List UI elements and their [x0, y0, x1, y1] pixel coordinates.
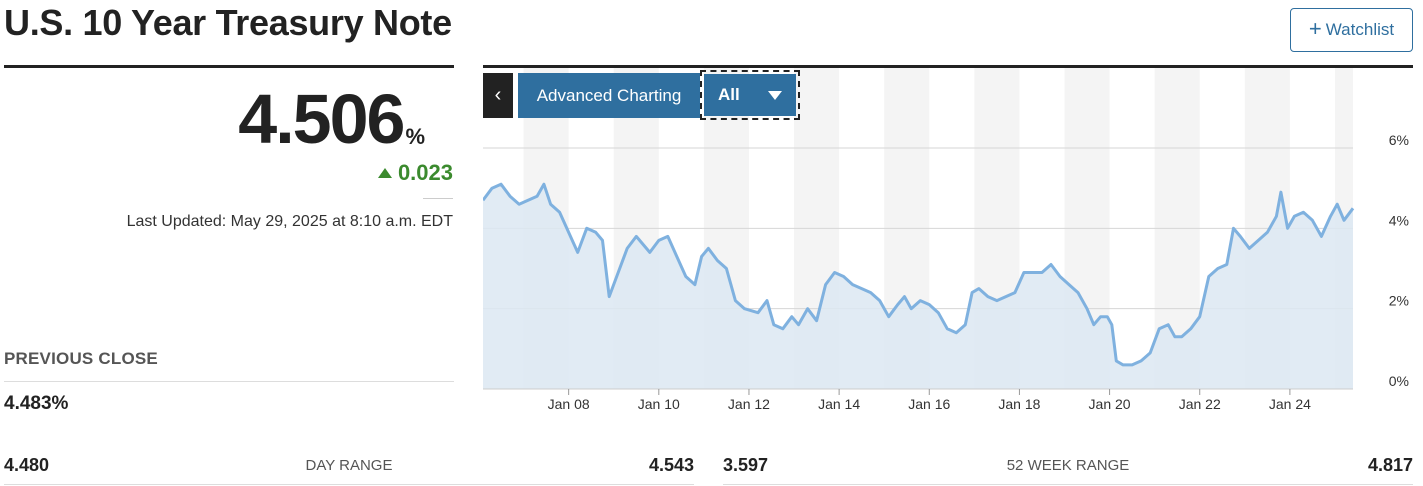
day-range-label: DAY RANGE	[305, 457, 393, 474]
x-tick-label: Jan 24	[1269, 396, 1311, 412]
previous-close-value: 4.483%	[4, 393, 69, 414]
x-tick-label: Jan 16	[908, 396, 950, 412]
last-updated: Last Updated: May 29, 2025 at 8:10 a.m. …	[126, 213, 453, 230]
watchlist-label: Watchlist	[1325, 20, 1395, 39]
series-area	[483, 184, 1353, 389]
collapse-chevron-button[interactable]: ‹	[483, 73, 513, 118]
day-range-low: 4.480	[4, 455, 50, 475]
x-tick-label: Jan 22	[1179, 396, 1221, 412]
time-range-select-inner[interactable]: All	[704, 74, 796, 116]
x-tick-label: Jan 18	[998, 396, 1040, 412]
x-tick-label: Jan 20	[1089, 396, 1131, 412]
advanced-charting-button[interactable]: Advanced Charting	[518, 73, 700, 118]
day-range-bar	[4, 484, 694, 485]
week52-range: 3.597 52 WEEK RANGE 4.817	[723, 455, 1413, 485]
time-range-value: All	[718, 85, 740, 104]
chevron-left-icon: ‹	[494, 84, 502, 106]
week52-range-low: 3.597	[723, 455, 769, 475]
x-tick-label: Jan 08	[548, 396, 590, 412]
x-tick-label: Jan 10	[638, 396, 680, 412]
left-divider	[4, 65, 454, 68]
previous-close-label: PREVIOUS CLOSE	[4, 349, 158, 368]
page-title: U.S. 10 Year Treasury Note	[4, 2, 452, 43]
chart-toolbar: ‹ Advanced Charting All	[483, 70, 800, 120]
time-range-select[interactable]: All	[700, 70, 800, 120]
yield-chart: 0% 2% 4% 6% Jan 08 Jan 10 Jan 12 Jan 14 Jan 16 Ja…	[483, 68, 1409, 412]
price-change: 0.023	[377, 160, 453, 186]
previous-close-divider	[4, 381, 454, 382]
x-tick-label: Jan 12	[728, 396, 770, 412]
change-divider	[423, 198, 453, 199]
week52-range-high: 4.817	[1367, 455, 1413, 475]
chart-top-divider	[483, 65, 1413, 68]
price-unit: %	[405, 124, 425, 149]
week52-range-label: 52 WEEK RANGE	[1006, 457, 1130, 474]
quote-price: 4.506 %	[238, 84, 425, 154]
series-line	[483, 182, 1355, 367]
change-value: 0.023	[397, 160, 453, 185]
week52-range-bar	[723, 484, 1413, 485]
up-arrow-icon	[377, 168, 392, 178]
chevron-down-icon	[768, 90, 782, 100]
x-tick-label: Jan 14	[818, 396, 860, 412]
y-tick-label: 4%	[1389, 212, 1409, 228]
price-value: 4.506	[238, 80, 405, 158]
day-range: 4.480 DAY RANGE 4.543	[4, 455, 694, 485]
day-range-high: 4.543	[648, 455, 694, 475]
y-tick-label: 6%	[1389, 132, 1409, 148]
add-to-watchlist-button[interactable]: + Watchlist	[1290, 8, 1413, 52]
y-tick-label: 2%	[1389, 293, 1409, 309]
plus-icon: +	[1308, 16, 1322, 41]
y-tick-label: 0%	[1389, 373, 1409, 389]
